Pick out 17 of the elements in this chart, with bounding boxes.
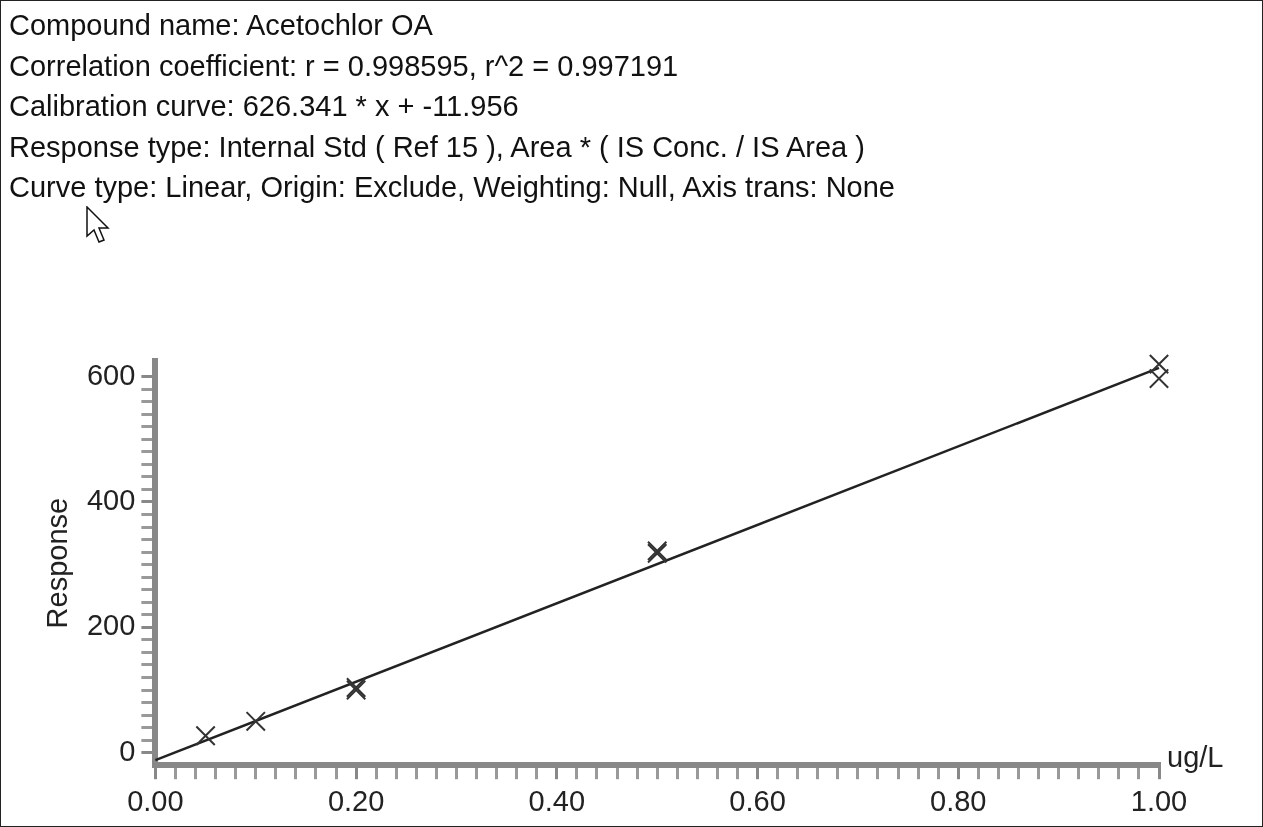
chart-title: Compound name: Acetochlor OA [9,8,434,43]
text: Calibration curve: 626.341 * x + -11.956 [9,89,520,124]
x-tick-label: 0.20 [327,784,385,817]
x-tick-label: 0.60 [729,784,786,817]
x-tick-label: 1.00 [1130,784,1188,817]
y-tick-label: 600 [86,358,136,391]
y-tick-label: 400 [86,484,136,516]
y-tick-label: 200 [86,609,136,642]
text: Response type: Internal Std ( Ref 15 ), Area * ( IS Conc. / IS Area ) [9,129,866,165]
x-tick-label: 0.00 [127,784,184,817]
x-tick-label: 0.80 [930,784,987,817]
y-axis-title: Response [41,497,73,629]
x-axis-title: ug/L [1167,740,1224,773]
text: Correlation coefficient: r = 0.998595, r^2 = 0.997191 [9,48,680,84]
x-tick-label: 0.40 [528,784,586,817]
text: Curve type: Linear, Origin: Exclude, Weighting: Null, Axis trans: None [9,170,896,205]
y-tick-label: 0 [119,734,136,767]
